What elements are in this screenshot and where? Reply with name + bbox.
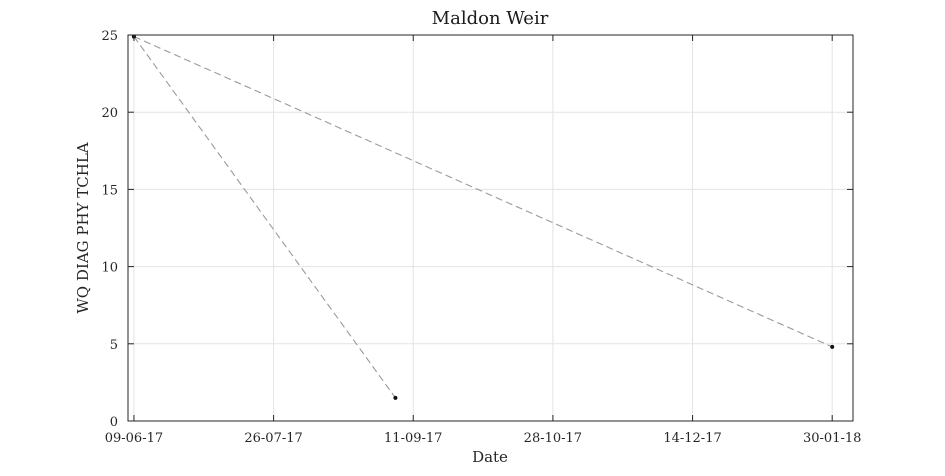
grid-layer <box>128 34 853 422</box>
series-line-2 <box>133 36 833 348</box>
y-tick-label: 25 <box>101 29 118 44</box>
series-layer <box>131 34 835 400</box>
y-tick-label: 10 <box>101 261 118 276</box>
x-tick-label: 14-12-17 <box>663 431 721 446</box>
y-axis-title: WQ DIAG PHY TCHLA <box>74 142 92 313</box>
y-tick-label: 0 <box>110 415 118 430</box>
y-tick-label: 5 <box>110 338 118 353</box>
data-point <box>830 344 835 349</box>
x-tick-label: 09-06-17 <box>105 431 163 446</box>
tick-layer: 09-06-17 26-07-17 11-09-17 28-10-17 14-12-17… <box>101 29 861 446</box>
plot-area-frame <box>127 34 854 422</box>
data-point <box>393 395 398 400</box>
chart-title: Maldon Weir <box>432 8 549 29</box>
x-tick-label: 11-09-17 <box>384 431 442 446</box>
x-tick-label: 28-10-17 <box>524 431 582 446</box>
y-tick-label: 15 <box>101 183 118 198</box>
x-axis-title: Date <box>472 448 508 466</box>
x-tick-label: 30-01-18 <box>803 431 861 446</box>
series-line-1 <box>133 36 396 399</box>
y-tick-label: 20 <box>101 106 118 121</box>
x-tick-label: 26-07-17 <box>244 431 302 446</box>
